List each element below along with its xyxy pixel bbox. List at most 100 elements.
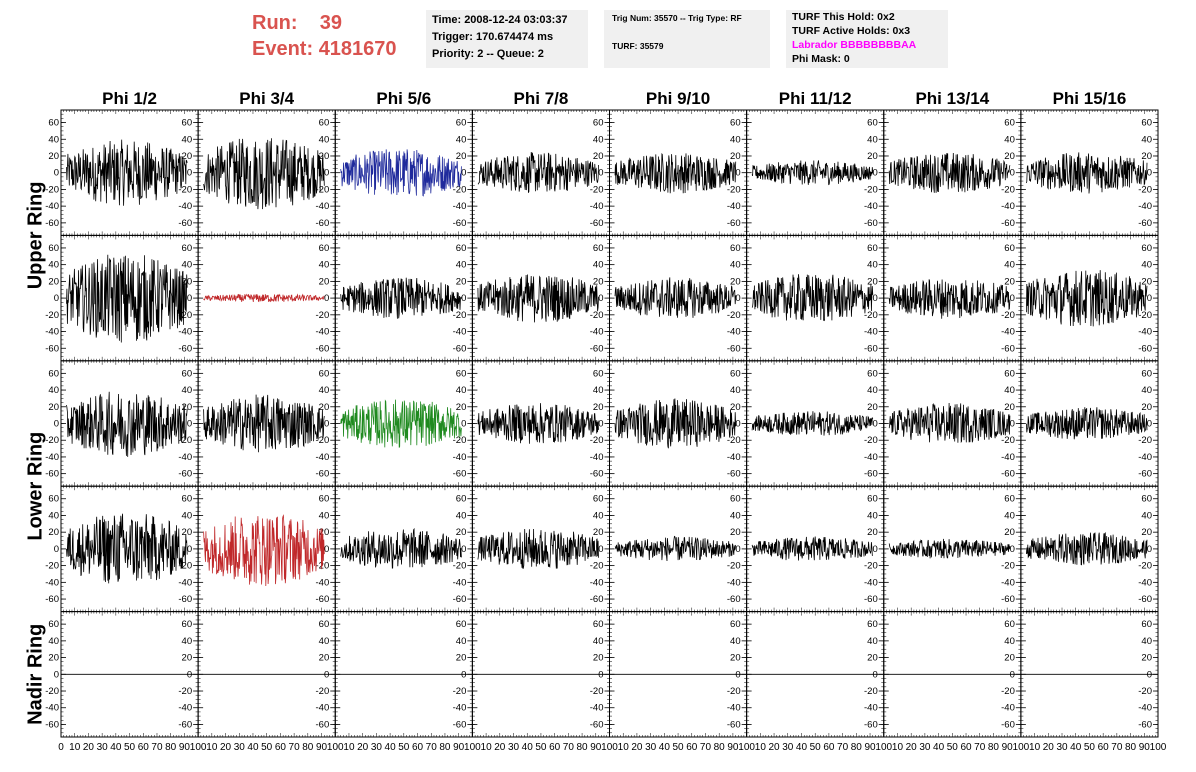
y-tick-label: 40: [182, 134, 193, 145]
y-tick-label: 60: [730, 118, 741, 129]
run-row: Run: 39: [252, 10, 416, 36]
y-tick-label: 0: [1147, 419, 1152, 430]
y-tick-label: 60: [730, 243, 741, 254]
y-tick-label: 0: [598, 293, 603, 304]
y-tick-label: 20: [1141, 151, 1152, 162]
y-tick-label: 0: [54, 419, 59, 430]
y-tick-label: 0: [735, 419, 740, 430]
y-tick-label: 40: [182, 510, 193, 521]
y-tick-label: 60: [867, 118, 878, 129]
y-tick-label: -20: [727, 184, 741, 195]
y-tick-label: 0: [1010, 168, 1015, 179]
y-tick-label: 40: [456, 260, 467, 271]
y-tick-label: 60: [1004, 368, 1015, 379]
y-tick-label: 20: [593, 402, 604, 413]
y-tick-label: 40: [456, 510, 467, 521]
y-tick-label: 0: [187, 419, 192, 430]
y-tick-label: 60: [456, 243, 467, 254]
y-tick-label: 0: [735, 168, 740, 179]
y-tick-label: -40: [864, 327, 878, 338]
y-tick-label: -60: [727, 469, 741, 480]
y-tick-label: -20: [45, 435, 59, 446]
y-tick-label: -40: [45, 452, 59, 463]
y-tick-label: -60: [178, 594, 192, 605]
y-tick-label: 40: [182, 260, 193, 271]
y-tick-label: 0: [872, 293, 877, 304]
y-tick-label: -60: [1138, 343, 1152, 354]
time-info-box: Time: 2008-12-24 03:03:37 Trigger: 170.6…: [426, 10, 588, 68]
y-tick-label: 20: [1141, 276, 1152, 287]
y-tick-label: -40: [1138, 327, 1152, 338]
y-tick-label: -40: [45, 577, 59, 588]
y-tick-label: 60: [867, 368, 878, 379]
y-tick-label: 40: [1141, 260, 1152, 271]
event-value: 4181670: [318, 38, 397, 60]
y-tick-label: 0: [1147, 168, 1152, 179]
y-tick-label: 20: [867, 276, 878, 287]
y-tick-label: 20: [456, 276, 467, 287]
y-tick-label: -40: [316, 577, 330, 588]
y-tick-label: -60: [590, 469, 604, 480]
y-tick-label: 0: [187, 544, 192, 555]
y-tick-label: 20: [48, 151, 59, 162]
y-tick-label: -60: [45, 469, 59, 480]
y-tick-label: 60: [182, 494, 193, 505]
y-tick-label: -20: [1001, 435, 1015, 446]
y-tick-label: 20: [867, 402, 878, 413]
y-tick-label: 0: [598, 419, 603, 430]
y-tick-label: -40: [178, 327, 192, 338]
y-tick-label: -40: [178, 201, 192, 212]
y-tick-label: -60: [453, 469, 467, 480]
y-tick-label: -60: [590, 343, 604, 354]
y-tick-label: 60: [730, 368, 741, 379]
y-tick-label: -40: [453, 327, 467, 338]
y-tick-label: 60: [319, 118, 330, 129]
y-tick-label: 60: [319, 494, 330, 505]
y-tick-label: 20: [48, 527, 59, 538]
y-tick-label: 40: [456, 134, 467, 145]
y-tick-label: 40: [48, 510, 59, 521]
y-tick-label: 20: [319, 151, 330, 162]
y-tick-label: 20: [1141, 402, 1152, 413]
waveform-trace: [66, 139, 188, 206]
column-header: Phi 11/12: [779, 89, 852, 108]
run-label: Run:: [252, 12, 298, 34]
y-tick-label: 0: [324, 544, 329, 555]
y-tick-label: 20: [319, 276, 330, 287]
y-tick-label: -20: [178, 310, 192, 321]
y-tick-label: 40: [1004, 260, 1015, 271]
y-tick-label: 20: [456, 151, 467, 162]
y-tick-label: -40: [727, 327, 741, 338]
y-tick-label: 20: [1004, 402, 1015, 413]
y-tick-label: -60: [727, 218, 741, 229]
y-tick-label: 60: [1141, 243, 1152, 254]
y-tick-label: -40: [590, 327, 604, 338]
waveform-trace: [751, 411, 874, 436]
y-tick-label: 0: [735, 293, 740, 304]
y-tick-label: 40: [1141, 385, 1152, 396]
waveform-trace: [477, 403, 599, 444]
waveform-trace: [340, 277, 462, 319]
y-tick-label: 60: [182, 243, 193, 254]
waveform-trace: [614, 277, 737, 318]
y-tick-label: 40: [319, 134, 330, 145]
y-tick-label: -60: [178, 343, 192, 354]
y-tick-label: 60: [867, 243, 878, 254]
time-text: Time: 2008-12-24 03:03:37: [432, 14, 568, 26]
y-tick-label: 20: [456, 527, 467, 538]
y-tick-label: -40: [453, 452, 467, 463]
y-tick-label: -60: [316, 343, 330, 354]
waveform-trace: [1026, 152, 1148, 194]
y-tick-label: 0: [324, 419, 329, 430]
y-tick-label: 20: [730, 402, 741, 413]
y-tick-label: -40: [590, 201, 604, 212]
y-tick-label: 20: [182, 151, 193, 162]
turf-this-hold-text: TURF This Hold: 0x2: [792, 11, 895, 23]
y-tick-label: 40: [456, 385, 467, 396]
y-tick-label: 40: [48, 260, 59, 271]
y-tick-label: 20: [730, 151, 741, 162]
y-tick-label: -20: [864, 184, 878, 195]
y-tick-label: -40: [727, 201, 741, 212]
y-tick-label: 60: [48, 118, 59, 129]
y-tick-label: -20: [45, 561, 59, 572]
